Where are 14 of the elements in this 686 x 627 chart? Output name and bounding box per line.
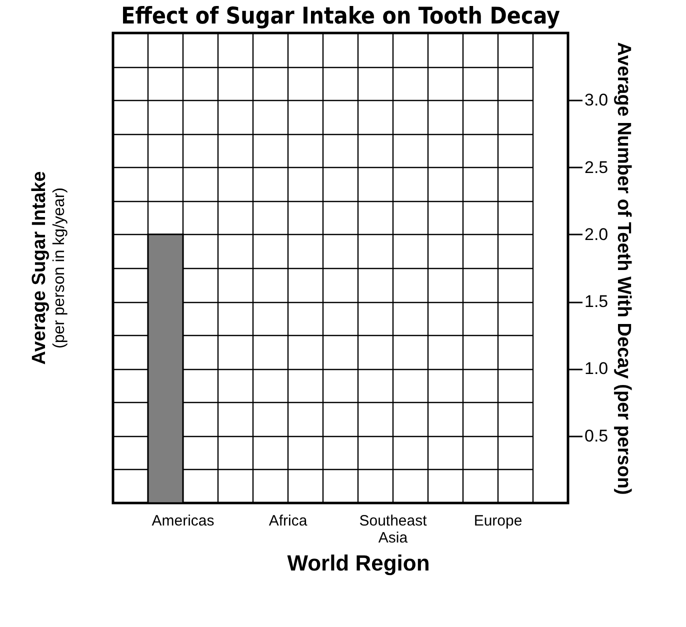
y2-tick-label: 0.5 bbox=[584, 426, 608, 446]
x-tick-label: Americas bbox=[152, 512, 214, 530]
y2-tick-label: 1.0 bbox=[584, 359, 608, 378]
x-tick-label: Southeast Asia bbox=[359, 512, 428, 546]
y2-tick-label: 2.5 bbox=[584, 158, 608, 177]
y2-tick-label: 1.5 bbox=[584, 292, 608, 312]
x-tick-label: Africa bbox=[268, 512, 308, 530]
chart-title: Effect of Sugar Intake on Tooth Decay bbox=[121, 3, 560, 30]
y2-tick-label: 3.0 bbox=[584, 90, 608, 110]
y2-axis-title: Average Number of Teeth With Decay (per person) bbox=[613, 42, 634, 495]
y-axis-title: Average Sugar Intake (per person in kg/year) bbox=[29, 171, 68, 365]
x-axis-title: World Region bbox=[287, 550, 430, 576]
y2-tick-label: 2.0 bbox=[584, 224, 608, 244]
x-tick-label: Europe bbox=[474, 512, 522, 530]
